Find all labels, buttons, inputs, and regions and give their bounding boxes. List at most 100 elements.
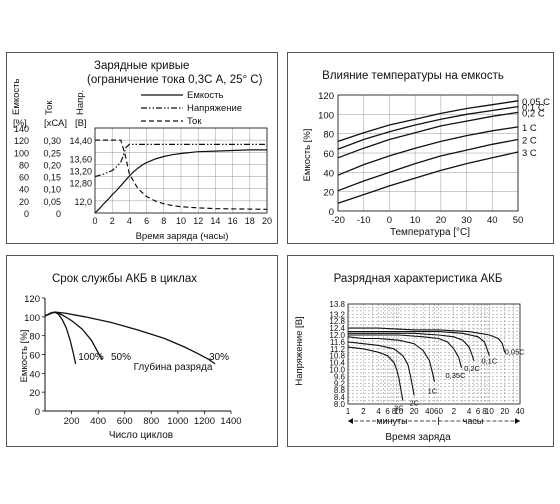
x-tick-label: 50 <box>513 215 524 226</box>
y-tick-label: 12.0 <box>329 331 345 340</box>
arrow-head-right <box>515 418 520 424</box>
x-tick-label: 14 <box>210 216 220 226</box>
time-unit-arrows <box>348 417 520 425</box>
series-line <box>337 151 519 204</box>
series-line <box>94 149 267 214</box>
y-tick-capacity: 20 <box>19 197 29 207</box>
series-line <box>337 105 519 150</box>
y-tick-label: 40 <box>29 369 40 380</box>
y-tick-voltage: 12,0 <box>74 197 92 207</box>
x-tick-label: 20 <box>262 216 272 226</box>
x-tick-label: 600 <box>117 416 133 427</box>
axis-unit-current: [хСА] <box>44 118 67 129</box>
y-tick-capacity: 40 <box>19 185 29 195</box>
x-tick-label: 1400 <box>220 416 241 427</box>
series-line <box>337 100 519 143</box>
x-tick-label: 0 <box>387 215 392 226</box>
y-tick-current: 0 <box>56 209 61 219</box>
y-tick-current: 0,05 <box>43 197 61 207</box>
y-tick-label: 8.0 <box>334 400 346 409</box>
x-tick-minutes: 2 <box>361 407 366 416</box>
x-tick-label: 0 <box>92 216 97 226</box>
x-tick-label: 10 <box>410 215 421 226</box>
panel-temperature: Влияние температуры на емкость Емкость [… <box>287 52 554 244</box>
x-tick-hours: 4 <box>467 407 472 416</box>
y-tick-voltage: 14,40 <box>69 136 92 146</box>
y-tick-voltage: 12,80 <box>69 179 92 189</box>
y-tick-label: 11.6 <box>330 338 346 347</box>
chart-title: Влияние температуры на емкость <box>322 70 504 82</box>
discharge-chart: Разрядная характеристика АКБ Напряжение … <box>294 273 526 443</box>
x-tick-label: 18 <box>245 216 255 226</box>
series-line <box>337 111 519 159</box>
y-tick-current: 0,25 <box>43 148 61 158</box>
series-line <box>348 327 506 353</box>
tick-labels: 13.813.212.812.412.011.611.210.810.410.0… <box>329 300 525 416</box>
x-tick-hours: 40 <box>516 407 525 416</box>
y-tick-label: 12.4 <box>329 324 345 333</box>
series-label: 2 C <box>522 135 537 146</box>
x-tick-minutes: 40 <box>425 407 434 416</box>
series-line <box>347 336 436 382</box>
x-tick-label: 20 <box>436 215 447 226</box>
series: 100% 50% 30% <box>44 311 229 365</box>
series-line <box>347 341 415 396</box>
series-label: 0,2C <box>464 364 480 373</box>
y-tick-label: 100 <box>318 110 334 121</box>
series-label: 1 C <box>522 123 537 134</box>
x-tick-label: 10 <box>176 216 186 226</box>
y-tick-label: 80 <box>323 130 334 141</box>
x-tick-label: 40 <box>487 215 498 226</box>
legend-capacity: Емкость <box>187 90 224 101</box>
cycle-life-chart: Срок службы АКБ в циклах Емкость [%] 200… <box>19 273 242 441</box>
series-line <box>94 143 267 178</box>
y-tick-label: 10.8 <box>329 352 345 361</box>
series-label: 1C <box>428 387 438 396</box>
x-tick-label: 12 <box>193 216 203 226</box>
x-tick-label: -20 <box>331 215 345 226</box>
axes <box>42 297 232 414</box>
y-tick-label: 13.2 <box>329 310 345 319</box>
chart-title: Срок службы АКБ в циклах <box>52 273 197 285</box>
x-tick-label: 400 <box>90 416 106 427</box>
chart-title: Зарядные кривые <box>94 60 189 72</box>
y-tick-label: 60 <box>29 351 40 362</box>
arrow-head-left <box>348 418 353 424</box>
plot-frame <box>337 94 519 212</box>
x-tick-hours: 10 <box>485 407 494 416</box>
legend: Емкость Напряжение Ток <box>141 90 242 127</box>
y-tick-label: 80 <box>29 332 40 343</box>
x-tick-minutes: 4 <box>376 407 381 416</box>
series-label: 3 C <box>522 148 537 159</box>
series-label: 3C <box>394 404 404 413</box>
x-tick-label: -10 <box>357 215 371 226</box>
axis-label-current: Ток <box>44 100 55 115</box>
y-tick-current: 0,30 <box>43 136 61 146</box>
series-line <box>95 139 268 210</box>
x-axis-label: Время заряда (часы) <box>136 231 229 242</box>
axis-unit-capacity: [%] <box>13 118 27 129</box>
series-label: 30% <box>209 352 229 363</box>
series-line <box>347 346 404 401</box>
x-axis-label: Число циклов <box>109 430 173 441</box>
y-tick-label: 40 <box>323 168 334 179</box>
y-tick-label: 0 <box>329 207 334 218</box>
x-tick-label: 1200 <box>194 416 215 427</box>
series-label: 100% <box>78 352 104 363</box>
x-group-minutes: минуты <box>376 416 407 426</box>
y-tick-label: 20 <box>323 188 334 199</box>
series-line <box>348 331 490 356</box>
series-label: 0,05C <box>505 347 526 356</box>
x-tick-label: 8 <box>161 216 166 226</box>
y-tick-label: 8.8 <box>334 386 346 395</box>
y-tick-label: 60 <box>323 149 334 160</box>
axis-unit-voltage: [В] <box>75 118 87 129</box>
y-tick-current: 0,15 <box>43 173 61 183</box>
series-line <box>337 126 519 176</box>
panel-discharge: Разрядная характеристика АКБ Напряжение … <box>287 255 554 447</box>
x-tick-minutes: 20 <box>410 407 419 416</box>
series <box>94 139 268 214</box>
y-tick-label: 11.2 <box>330 345 346 354</box>
